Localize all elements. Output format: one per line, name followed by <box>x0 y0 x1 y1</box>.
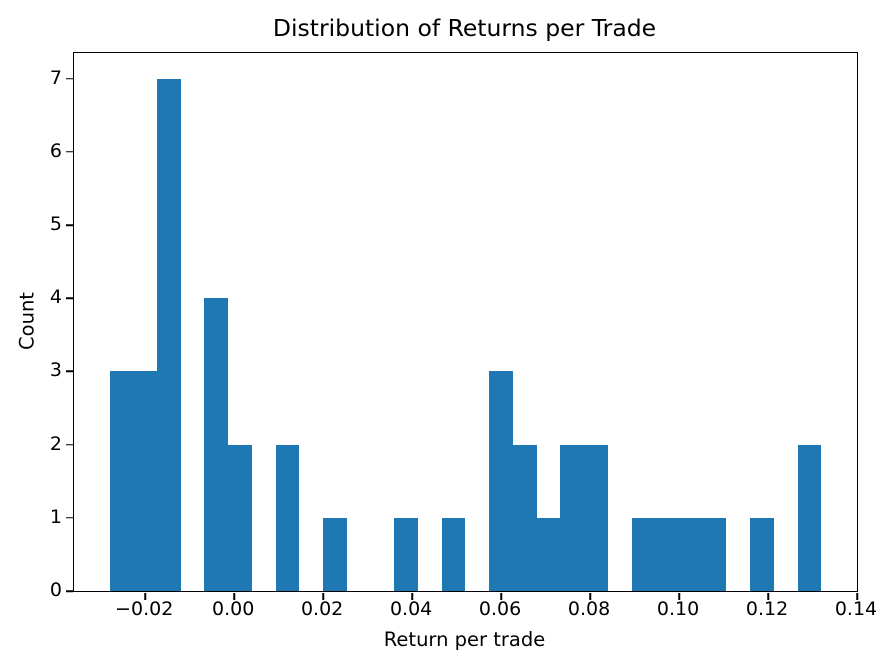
x-tick-label: 0.14 <box>834 598 878 620</box>
histogram-bar <box>584 444 608 591</box>
x-tick <box>144 592 146 600</box>
y-tick <box>65 370 73 373</box>
x-tick-label: 0.02 <box>300 598 344 620</box>
x-tick <box>856 592 858 600</box>
x-tick-label: 0.12 <box>745 598 789 620</box>
histogram-bar <box>631 517 656 591</box>
histogram-bar <box>750 517 774 591</box>
histogram-bar <box>512 444 537 591</box>
y-tick <box>65 517 73 519</box>
x-axis-label: Return per trade <box>383 628 546 651</box>
histogram-bar <box>441 517 466 591</box>
y-tick <box>65 443 73 446</box>
x-tick <box>233 592 235 600</box>
histogram-bar <box>394 517 419 591</box>
histogram-bar <box>133 371 158 591</box>
histogram-bar <box>157 78 181 591</box>
histogram-bar <box>275 444 300 591</box>
plot-area <box>65 52 858 600</box>
histogram-bar <box>655 517 680 591</box>
y-tick <box>65 297 73 299</box>
y-tick-label: 1 <box>49 505 62 528</box>
histogram-bar <box>536 517 561 591</box>
y-tick <box>65 77 73 80</box>
y-tick <box>65 151 73 153</box>
y-tick-label: 4 <box>49 286 62 309</box>
x-tick-label: −0.02 <box>115 598 174 620</box>
histogram-bar <box>109 371 134 591</box>
x-tick <box>589 592 591 600</box>
y-tick-label: 7 <box>49 66 62 89</box>
y-tick <box>65 590 73 592</box>
histogram-bar <box>489 371 513 591</box>
chart-title: Distribution of Returns per Trade <box>272 14 657 42</box>
histogram-bar <box>323 517 347 591</box>
x-tick-label: 0.08 <box>567 598 611 620</box>
histogram-bar <box>797 444 822 591</box>
histogram-bar <box>204 298 229 591</box>
y-tick-label: 3 <box>49 359 62 382</box>
histogram-bar <box>228 444 252 591</box>
y-tick-label: 6 <box>49 139 62 162</box>
x-tick <box>500 592 502 600</box>
x-tick-label: 0.00 <box>212 598 255 620</box>
y-tick-label: 0 <box>49 579 62 601</box>
histogram-bar <box>560 444 585 591</box>
x-tick-label: 0.04 <box>389 598 433 620</box>
x-tick <box>767 592 769 600</box>
x-tick-label: 0.10 <box>656 598 700 620</box>
x-tick <box>678 592 680 600</box>
x-tick <box>322 592 324 600</box>
y-tick-label: 2 <box>49 432 62 455</box>
y-axis-label: Count <box>15 292 39 350</box>
y-tick-label: 5 <box>49 213 62 235</box>
x-tick-label: 0.06 <box>478 598 522 620</box>
y-tick <box>65 224 73 226</box>
histogram-bar <box>702 517 727 591</box>
x-tick <box>411 592 413 600</box>
histogram-bar <box>679 517 703 591</box>
